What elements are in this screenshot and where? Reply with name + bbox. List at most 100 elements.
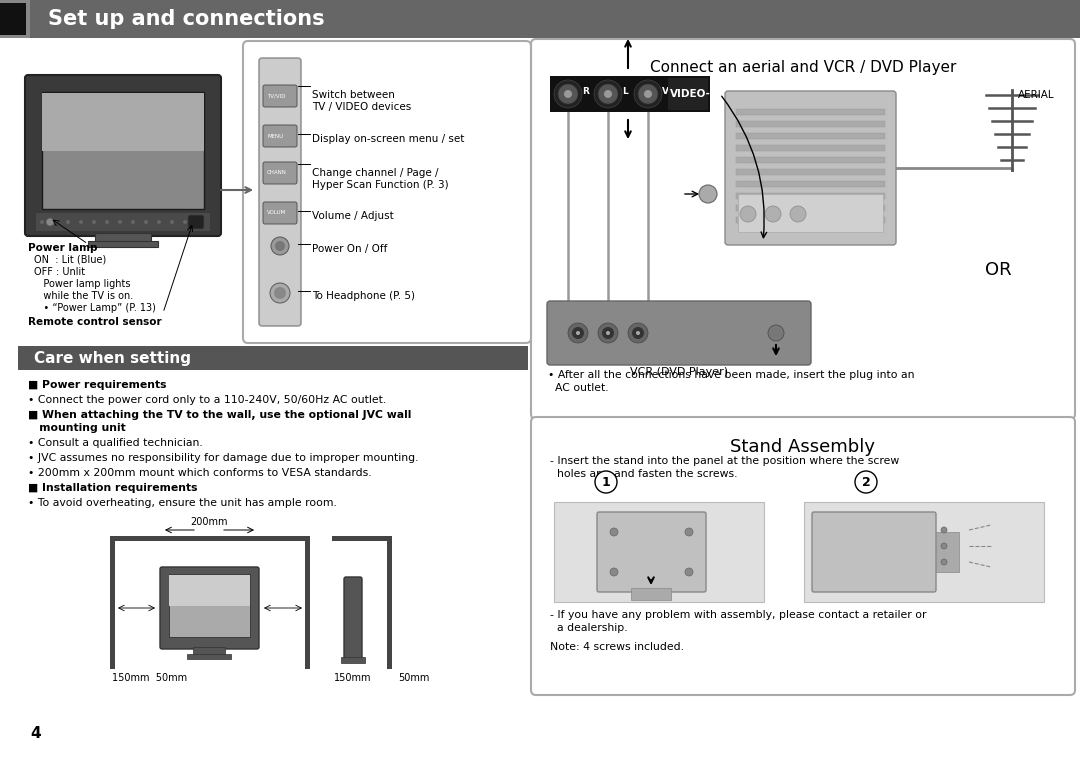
FancyBboxPatch shape <box>264 162 297 184</box>
Text: Power On / Off: Power On / Off <box>312 244 388 254</box>
Circle shape <box>636 331 640 335</box>
Text: Display on-screen menu / set: Display on-screen menu / set <box>312 134 464 144</box>
Bar <box>95 233 151 243</box>
Circle shape <box>765 206 781 222</box>
Bar <box>669 78 708 110</box>
Circle shape <box>595 471 617 493</box>
Circle shape <box>79 220 83 224</box>
FancyBboxPatch shape <box>546 301 811 365</box>
FancyBboxPatch shape <box>188 215 204 229</box>
Text: Switch between
TV / VIDEO devices: Switch between TV / VIDEO devices <box>312 90 411 113</box>
Text: • “Power Lamp” (P. 13): • “Power Lamp” (P. 13) <box>33 303 156 313</box>
Text: OR: OR <box>985 261 1011 279</box>
Text: ■ Installation requirements: ■ Installation requirements <box>28 483 198 493</box>
FancyBboxPatch shape <box>345 577 362 659</box>
Text: 1: 1 <box>602 476 610 489</box>
Bar <box>305 536 310 669</box>
FancyBboxPatch shape <box>243 41 531 343</box>
Text: Connect an aerial and VCR / DVD Player: Connect an aerial and VCR / DVD Player <box>650 60 956 75</box>
Text: Set up and connections: Set up and connections <box>48 9 325 29</box>
Text: • After all the connections have been made, insert the plug into an
  AC outlet.: • After all the connections have been ma… <box>548 370 915 393</box>
Circle shape <box>170 220 174 224</box>
Bar <box>554 502 764 602</box>
Bar <box>631 588 671 600</box>
Bar <box>168 574 249 637</box>
Bar <box>0 3 26 35</box>
Bar <box>187 654 231 659</box>
Circle shape <box>554 80 582 108</box>
Circle shape <box>941 543 947 549</box>
FancyBboxPatch shape <box>259 58 301 326</box>
Circle shape <box>627 323 648 343</box>
Text: • Consult a qualified technician.: • Consult a qualified technician. <box>28 438 203 448</box>
Circle shape <box>941 527 947 533</box>
FancyBboxPatch shape <box>531 39 1075 419</box>
Circle shape <box>606 331 610 335</box>
Circle shape <box>632 327 644 339</box>
Text: CHANN: CHANN <box>267 170 287 176</box>
Circle shape <box>46 218 54 226</box>
Bar <box>193 647 225 655</box>
Circle shape <box>558 84 578 104</box>
Circle shape <box>610 568 618 576</box>
Text: 200mm: 200mm <box>190 517 228 527</box>
Circle shape <box>157 220 161 224</box>
Circle shape <box>66 220 70 224</box>
Bar <box>18 346 528 370</box>
FancyBboxPatch shape <box>725 91 896 245</box>
Bar <box>332 536 392 541</box>
Text: • 200mm x 200mm mount which conforms to VESA standards.: • 200mm x 200mm mount which conforms to … <box>28 468 372 478</box>
FancyBboxPatch shape <box>264 202 297 224</box>
Text: while the TV is on.: while the TV is on. <box>33 291 133 301</box>
Text: Care when setting: Care when setting <box>33 351 191 365</box>
Circle shape <box>92 220 96 224</box>
Circle shape <box>271 237 289 255</box>
Circle shape <box>576 331 580 335</box>
Circle shape <box>598 84 618 104</box>
Bar <box>30 0 1080 38</box>
Bar <box>387 536 392 669</box>
Text: Power lamp: Power lamp <box>28 243 97 253</box>
Bar <box>550 76 710 112</box>
Circle shape <box>602 327 615 339</box>
Bar <box>735 181 885 187</box>
Circle shape <box>144 220 148 224</box>
Bar <box>735 145 885 151</box>
FancyBboxPatch shape <box>160 567 259 649</box>
Text: 2: 2 <box>862 476 870 489</box>
Text: TV/VID: TV/VID <box>267 94 285 98</box>
Text: OFF : Unlit: OFF : Unlit <box>33 267 85 277</box>
Bar <box>42 93 204 151</box>
Text: 50mm: 50mm <box>399 673 430 683</box>
Bar <box>36 213 210 231</box>
FancyBboxPatch shape <box>531 417 1075 695</box>
Circle shape <box>740 206 756 222</box>
Bar <box>735 205 885 211</box>
Bar <box>735 169 885 175</box>
Bar <box>0 0 1080 38</box>
Text: VOLUM: VOLUM <box>267 211 286 215</box>
Text: ■ Power requirements: ■ Power requirements <box>28 380 166 390</box>
Circle shape <box>685 568 693 576</box>
Circle shape <box>564 90 572 98</box>
Circle shape <box>768 325 784 341</box>
Text: • To avoid overheating, ensure the unit has ample room.: • To avoid overheating, ensure the unit … <box>28 498 337 508</box>
Text: 150mm  50mm: 150mm 50mm <box>112 673 187 683</box>
Bar <box>804 502 1044 602</box>
Bar <box>110 536 114 669</box>
Text: To Headphone (P. 5): To Headphone (P. 5) <box>312 291 415 301</box>
Text: 4: 4 <box>30 726 41 741</box>
Bar <box>929 532 959 572</box>
Circle shape <box>183 220 187 224</box>
Circle shape <box>634 80 662 108</box>
Text: VCR (DVD Player): VCR (DVD Player) <box>630 367 728 377</box>
Text: MENU: MENU <box>267 133 283 139</box>
Circle shape <box>270 283 291 303</box>
Circle shape <box>572 327 584 339</box>
FancyBboxPatch shape <box>597 512 706 592</box>
Text: AERIAL: AERIAL <box>1018 90 1055 100</box>
Circle shape <box>685 528 693 536</box>
Text: Change channel / Page /
Hyper Scan Function (P. 3): Change channel / Page / Hyper Scan Funct… <box>312 168 448 190</box>
Circle shape <box>568 323 588 343</box>
Circle shape <box>131 220 135 224</box>
